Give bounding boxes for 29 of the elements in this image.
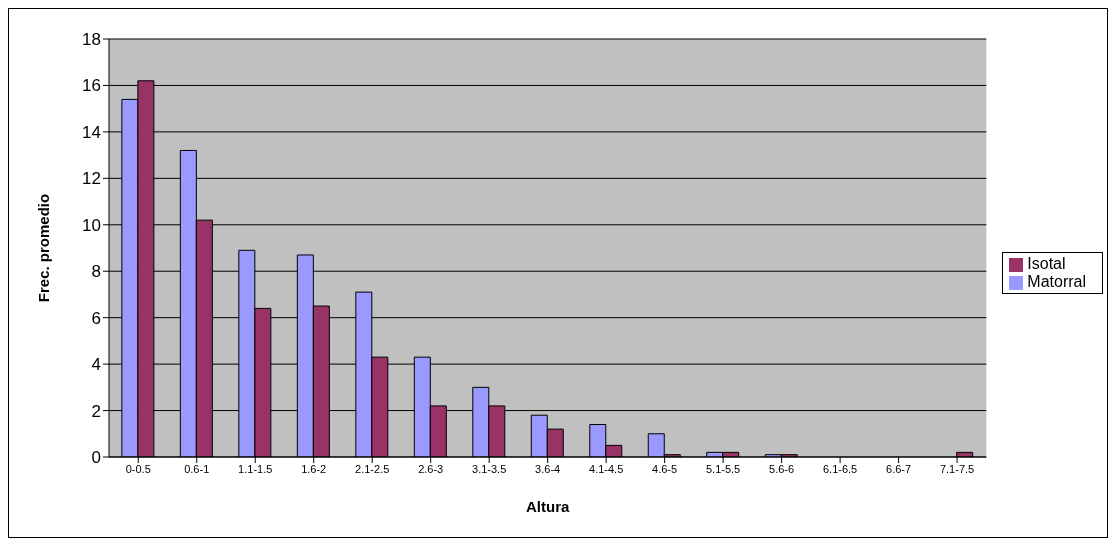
x-tick-label: 0-0.5: [125, 462, 151, 475]
x-tick-label: 0.6-1: [184, 462, 210, 475]
x-axis-title: Altura: [525, 498, 570, 515]
x-tick-label: 2.6-3: [418, 462, 444, 475]
x-tick-label: 7.1-7.5: [939, 462, 975, 475]
x-tick-label: 5.6-6: [769, 462, 795, 475]
y-tick-label: 10: [82, 215, 101, 235]
x-tick-label: 4.6-5: [652, 462, 678, 475]
x-tick-label: 1.1-1.5: [238, 462, 273, 475]
x-tick-label: 5.1-5.5: [705, 462, 741, 475]
y-tick-label: 2: [91, 401, 101, 421]
y-tick-label: 16: [82, 76, 101, 96]
y-tick-label: 14: [82, 122, 101, 142]
legend-label: Matorral: [1027, 273, 1086, 290]
y-axis-title: Frec. promedio: [35, 193, 53, 303]
x-tick-label: 2.1-2.5: [355, 462, 390, 475]
y-tick-label: 18: [82, 30, 101, 50]
x-tick-label: 4.1-4.5: [589, 462, 624, 475]
x-tick-label: 3.1-3.5: [472, 462, 507, 475]
legend-label: Isotal: [1027, 255, 1066, 272]
x-tick-label: 6.1-6.5: [822, 462, 858, 475]
y-tick-label: 8: [91, 262, 101, 282]
x-tick-label: 3.6-4: [535, 462, 561, 475]
y-tick-label: 12: [82, 169, 101, 189]
y-tick-label: 0: [91, 448, 101, 468]
x-tick-label: 6.6-7: [886, 462, 912, 475]
y-tick-label: 4: [91, 355, 101, 375]
y-tick-label: 6: [91, 308, 101, 328]
x-tick-label: 1.6-2: [301, 462, 327, 475]
